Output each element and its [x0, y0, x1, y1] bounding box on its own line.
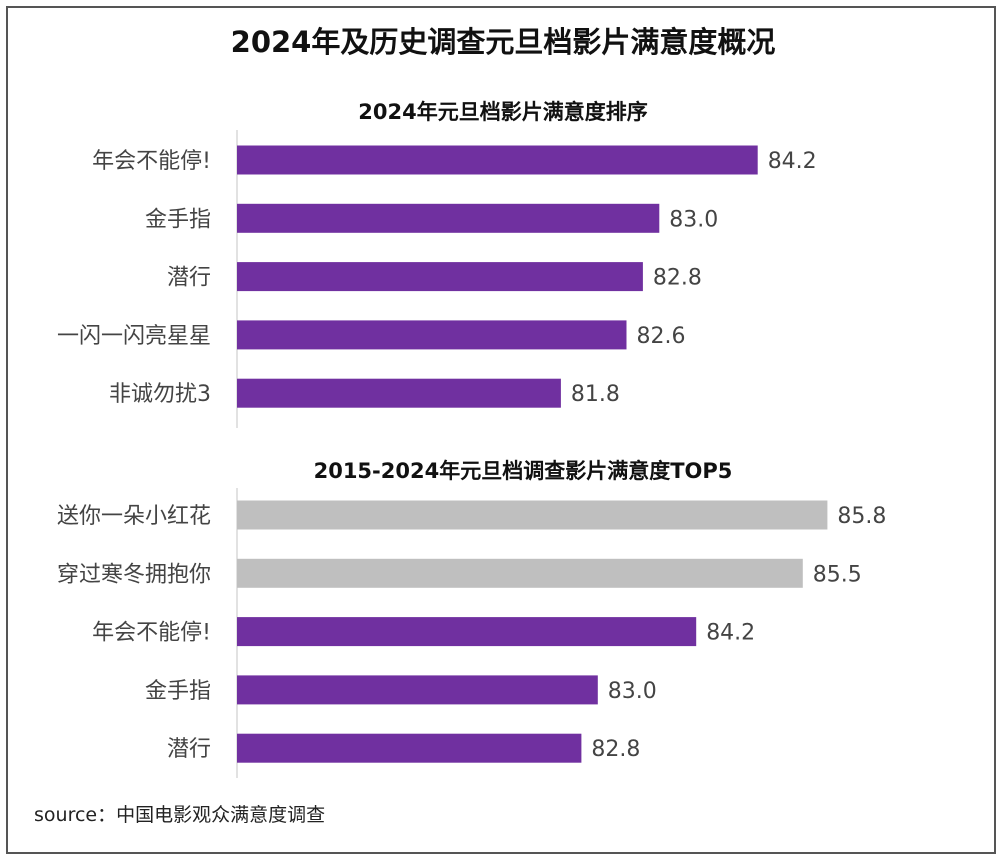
- history-top5-value-label: 85.5: [813, 562, 862, 587]
- history-top5-category-label: 穿过寒冬拥抱你: [57, 562, 211, 587]
- ranking-2024-bars: 年会不能停! 84.2 金手指 83.0 潜行 82.8 一闪一闪亮星星 82.6 非诚勿扰3 8…: [57, 145, 817, 408]
- history-top5-bar: [237, 675, 598, 705]
- history-top5-value-label: 85.8: [837, 504, 886, 529]
- history-top5-panel: 2015-2024年元旦档调查影片满意度TOP5 送你一朵小红花 85.8 穿过寒冬…: [57, 459, 886, 778]
- ranking-2024-title: 2024年元旦档影片满意度排序: [358, 100, 647, 124]
- ranking-2024-bar: [237, 378, 561, 408]
- history-top5-category-label: 潜行: [167, 737, 211, 762]
- ranking-2024-category-label: 潜行: [167, 266, 211, 291]
- history-top5-category-label: 送你一朵小红花: [57, 504, 211, 529]
- ranking-2024-category-label: 非诚勿扰3: [109, 382, 211, 407]
- ranking-2024-value-label: 83.0: [669, 207, 718, 232]
- ranking-2024-value-label: 82.6: [637, 324, 686, 349]
- history-top5-bar: [237, 617, 697, 647]
- source-note: source：中国电影观众满意度调查: [34, 804, 325, 826]
- history-top5-category-label: 年会不能停!: [92, 621, 211, 646]
- history-top5-value-label: 84.2: [706, 621, 755, 646]
- ranking-2024-value-label: 84.2: [768, 149, 817, 174]
- ranking-2024-value-label: 81.8: [571, 382, 620, 407]
- ranking-2024-bar: [237, 262, 643, 292]
- ranking-2024-category-label: 年会不能停!: [92, 149, 211, 174]
- history-top5-bar: [237, 558, 803, 588]
- ranking-2024-bar: [237, 203, 660, 233]
- chart-main-title: 2024年及历史调查元旦档影片满意度概况: [231, 25, 776, 59]
- ranking-2024-category-label: 金手指: [145, 207, 211, 232]
- history-top5-category-label: 金手指: [145, 679, 211, 704]
- ranking-2024-category-label: 一闪一闪亮星星: [57, 324, 211, 349]
- ranking-2024-value-label: 82.8: [653, 266, 702, 291]
- history-top5-value-label: 82.8: [591, 737, 640, 762]
- history-top5-bar: [237, 500, 828, 530]
- ranking-2024-panel: 2024年元旦档影片满意度排序 年会不能停! 84.2 金手指 83.0 潜行 82.8 一…: [57, 100, 817, 428]
- history-top5-value-label: 83.0: [608, 679, 657, 704]
- history-top5-bars: 送你一朵小红花 85.8 穿过寒冬拥抱你 85.5 年会不能停! 84.2 金手指 83.0 潜…: [57, 500, 886, 763]
- history-top5-title: 2015-2024年元旦档调查影片满意度TOP5: [314, 459, 733, 483]
- history-top5-bar: [237, 733, 582, 763]
- ranking-2024-bar: [237, 145, 758, 175]
- ranking-2024-bar: [237, 320, 627, 350]
